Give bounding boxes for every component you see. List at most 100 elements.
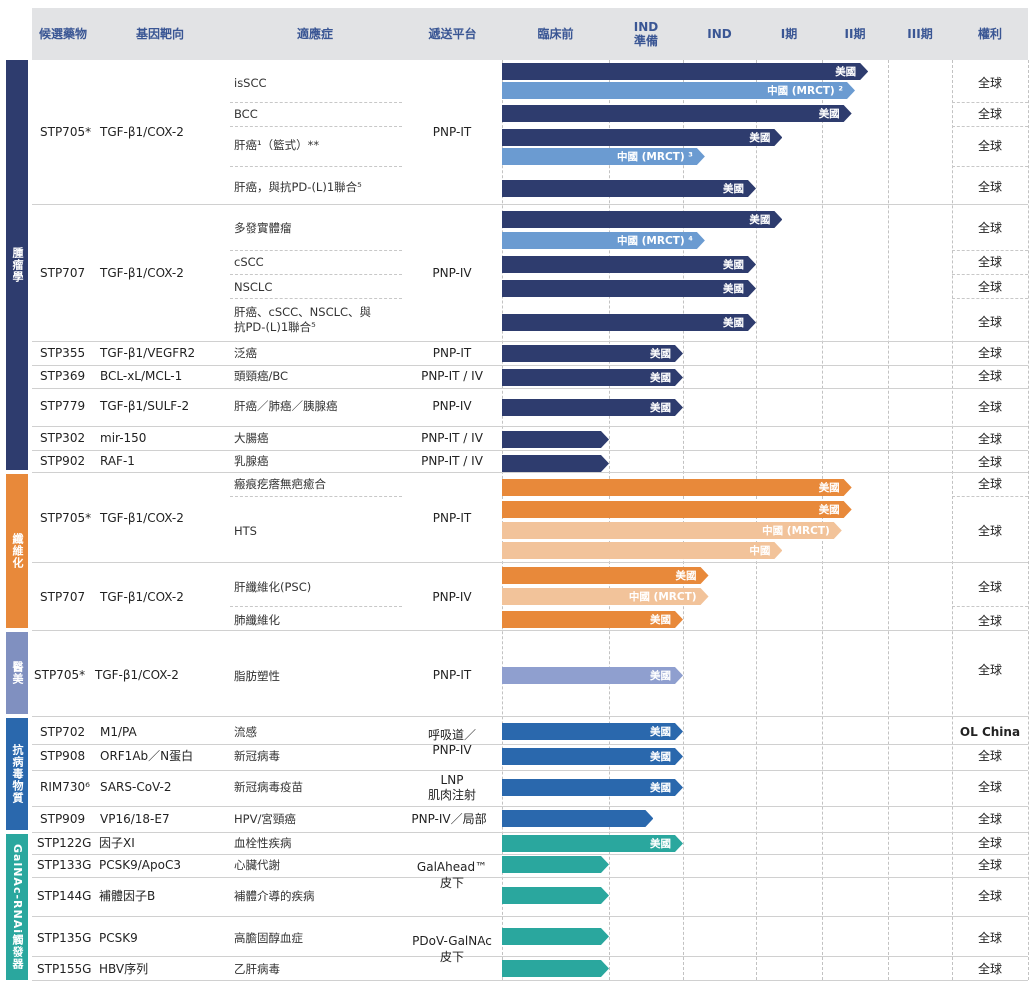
stage-divider	[683, 60, 684, 980]
group-separator	[32, 877, 1028, 878]
rights: 全球	[977, 780, 1002, 794]
pipeline-bar-label: 中國 (MRCT) ³	[616, 151, 693, 163]
pipeline-bar: 美國	[502, 779, 683, 796]
indication: 瘢痕疙瘩無疤癒合	[234, 477, 326, 491]
category-fibrosis-label: 纖維化	[11, 533, 24, 569]
rights: 全球	[977, 749, 1002, 763]
drug-name: STP133G	[37, 858, 92, 872]
pipeline-bar: 美國	[502, 667, 683, 684]
indication: HPV/宮頸癌	[234, 812, 296, 826]
group-separator	[32, 365, 1028, 366]
rights: 全球	[977, 180, 1002, 194]
pipeline-bar: 美國	[502, 280, 756, 297]
rights: 全球	[977, 614, 1002, 628]
header-ind-prep: IND 準備	[609, 8, 683, 60]
pipeline-bar-label: 美國	[650, 670, 671, 682]
gene-target: TGF-β1/VEGFR2	[100, 346, 196, 360]
subrow-separator	[230, 298, 402, 299]
drug-name: STP302	[40, 431, 86, 445]
pipeline-bar: 美國	[502, 345, 683, 362]
group-separator	[32, 916, 1028, 917]
indication: 新冠病毒	[234, 749, 280, 763]
header-drug: 候選藥物	[38, 27, 87, 41]
pipeline-bar: 中國 (MRCT) ²	[502, 82, 855, 99]
group-separator	[32, 744, 1028, 745]
drug-name: STP135G	[37, 931, 92, 945]
indication: BCC	[234, 107, 258, 121]
pipeline-bar	[502, 856, 609, 873]
indication: 補體介導的疾病	[234, 889, 315, 903]
gene-target: PCSK9/ApoC3	[99, 858, 181, 872]
pipeline-bar: 美國	[502, 63, 868, 80]
header-phase1: I期	[780, 27, 798, 41]
pipeline-bar: 中國 (MRCT)	[502, 522, 842, 539]
gene-target: TGF-β1/COX-2	[100, 125, 184, 139]
rights: 全球	[977, 455, 1002, 469]
drug-name: STP705*	[34, 668, 86, 682]
pipeline-bar: 美國	[502, 723, 683, 740]
header-platform: 遞送平台	[428, 27, 477, 41]
pipeline-bar	[502, 431, 609, 448]
header-ind-prep-line2: 準備	[633, 34, 658, 48]
delivery-platform: PNP-IT	[432, 668, 472, 682]
rights: 全球	[977, 432, 1002, 446]
gene-target: ORF1Ab／N蛋白	[100, 749, 194, 763]
pipeline-bar: 美國	[502, 501, 852, 518]
pipeline-bar-label: 美國	[749, 132, 771, 144]
pipeline-bar-label: 美國	[723, 283, 744, 295]
rights: 全球	[977, 400, 1002, 414]
indication: HTS	[234, 524, 257, 538]
indication: 肝纖維化(PSC)	[234, 580, 312, 594]
delivery-platform: LNP	[440, 773, 464, 787]
delivery-platform: PNP-IT / IV	[421, 431, 483, 445]
stage-divider	[756, 60, 757, 980]
gene-target: VP16/18-E7	[100, 812, 170, 826]
subrow-separator	[230, 496, 402, 497]
indication: 多發實體瘤	[234, 221, 292, 235]
drug-name: STP705*	[40, 511, 92, 525]
indication: cSCC	[234, 255, 264, 269]
drug-name: STP707	[40, 266, 86, 280]
header-ind-prep-line1: IND	[633, 20, 659, 34]
pipeline-bar: 美國	[502, 256, 756, 273]
pipeline-bar-label: 美國	[650, 348, 671, 360]
group-separator	[32, 204, 1028, 205]
subrow-separator	[230, 274, 402, 275]
subrow-separator	[952, 298, 1028, 299]
header-background	[32, 8, 1028, 60]
rights: 全球	[977, 663, 1002, 677]
indication: 脂肪塑性	[234, 669, 280, 683]
gene-target: M1/PA	[100, 725, 137, 739]
pipeline-bar-label: 美國	[650, 402, 671, 414]
group-separator	[32, 472, 1028, 473]
indication: 流感	[234, 725, 257, 739]
pipeline-bar-label: 美國	[749, 214, 771, 226]
pipeline-bar: 美國	[502, 211, 782, 228]
indication: 大腸癌	[234, 431, 269, 445]
subrow-separator	[952, 166, 1028, 167]
drug-name: STP909	[40, 812, 86, 826]
stage-divider	[609, 60, 610, 980]
subrow-separator	[230, 606, 402, 607]
gene-target: TGF-β1/COX-2	[95, 668, 179, 682]
delivery-platform: PNP-IT	[432, 511, 472, 525]
rights: 全球	[977, 369, 1002, 383]
stage-divider	[888, 60, 889, 980]
delivery-platform: PNP-IT	[432, 346, 472, 360]
delivery-platform: PNP-IV	[432, 743, 472, 757]
drug-name: STP707	[40, 590, 86, 604]
indication: 心臟代謝	[234, 858, 280, 872]
pipeline-bar-label: 中國	[749, 545, 771, 557]
pipeline-bar-label: 中國 (MRCT) ²	[767, 85, 843, 97]
pipeline-bar: 中國 (MRCT) ⁴	[502, 232, 705, 249]
header-phase2: II期	[844, 27, 866, 41]
header-phase3: III期	[907, 27, 933, 41]
delivery-platform: PNP-IV	[432, 266, 472, 280]
gene-target: TGF-β1/COX-2	[100, 590, 184, 604]
header-ind: IND	[707, 27, 732, 41]
pipeline-bar	[502, 455, 609, 472]
group-separator	[32, 832, 1028, 833]
delivery-platform: PNP-IV／局部	[411, 812, 487, 826]
rights: 全球	[977, 107, 1002, 121]
stage-divider	[1028, 60, 1029, 980]
